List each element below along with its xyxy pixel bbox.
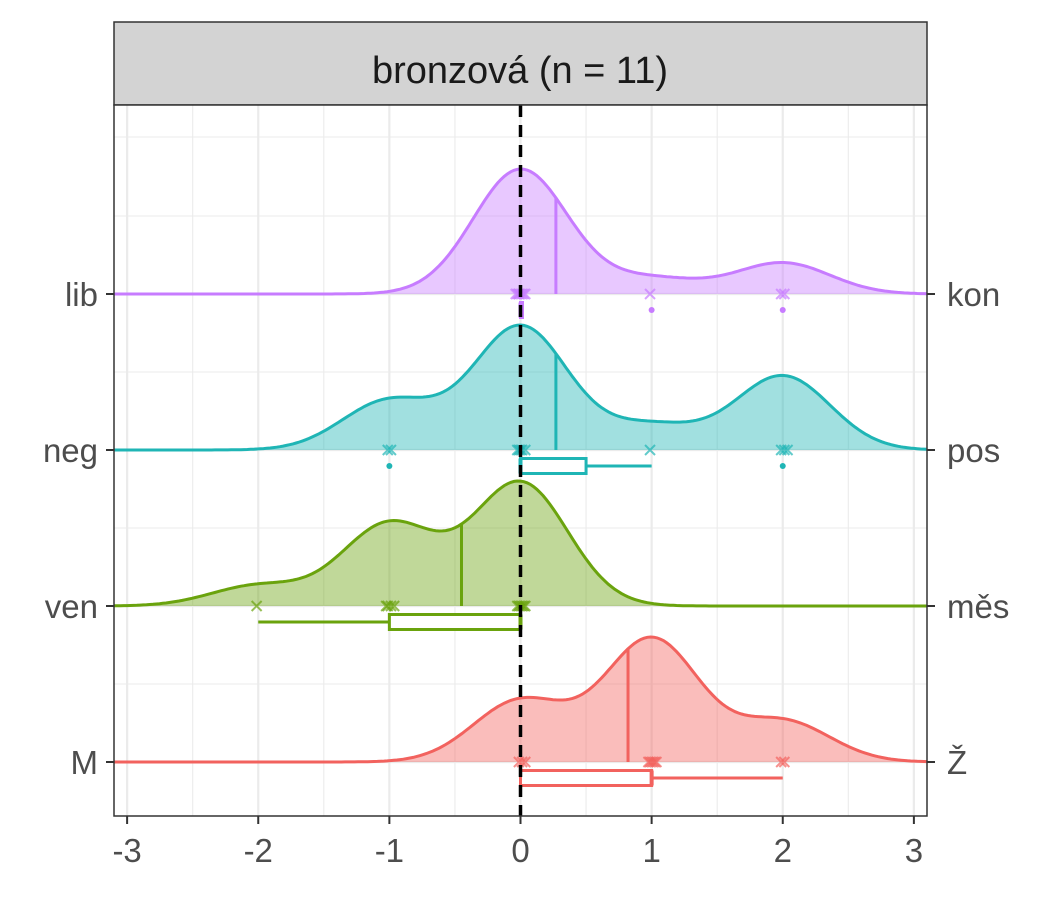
y-tick-label-right: pos <box>947 432 1000 469</box>
x-tick-label: 0 <box>511 832 529 869</box>
x-tick-label: -3 <box>112 832 141 869</box>
point-marker-lib <box>778 288 791 300</box>
y-tick-label-right: kon <box>947 276 1000 313</box>
outlier-neg <box>779 463 786 469</box>
point-marker-M <box>649 756 661 768</box>
x-tick-label: -1 <box>375 832 404 869</box>
y-tick-label-left: neg <box>43 432 98 469</box>
y-tick-label-left: lib <box>65 276 98 313</box>
facet-title: bronzová (n = 11) <box>372 50 668 92</box>
y-tick-label-right: Ž <box>947 744 967 781</box>
point-marker-neg <box>385 444 397 456</box>
facet-strip <box>113 21 928 106</box>
point-marker-M <box>775 756 787 768</box>
box-M <box>519 769 654 787</box>
point-marker-M <box>645 756 658 768</box>
point-marker-ven <box>380 600 392 612</box>
y-tick-label-left: ven <box>45 588 98 625</box>
ridge-fill-ven <box>114 481 927 606</box>
ridge-line-M <box>114 635 928 764</box>
ridge-line-ven <box>114 479 927 608</box>
point-marker-M <box>778 756 791 768</box>
x-tick-label: 2 <box>774 832 792 869</box>
outlier-lib <box>648 307 655 313</box>
box-neg <box>519 457 588 475</box>
point-marker-neg <box>781 444 794 456</box>
box-ven <box>387 613 522 631</box>
y-tick-label-right: měs <box>947 588 1009 625</box>
point-marker-neg <box>644 444 656 456</box>
point-marker-ven <box>250 600 263 612</box>
point-marker-lib <box>644 288 656 300</box>
x-tick-label: -2 <box>244 832 273 869</box>
outlier-neg <box>386 463 393 469</box>
point-marker-ven <box>385 600 397 612</box>
point-marker-neg <box>778 444 791 456</box>
outlier-lib <box>779 307 786 313</box>
point-marker-neg <box>382 444 394 456</box>
x-tick-label: 1 <box>642 832 660 869</box>
point-marker-M <box>647 756 659 768</box>
y-tick-label-left: M <box>71 744 99 781</box>
point-marker-lib <box>775 288 787 300</box>
x-tick-label: 3 <box>905 832 923 869</box>
